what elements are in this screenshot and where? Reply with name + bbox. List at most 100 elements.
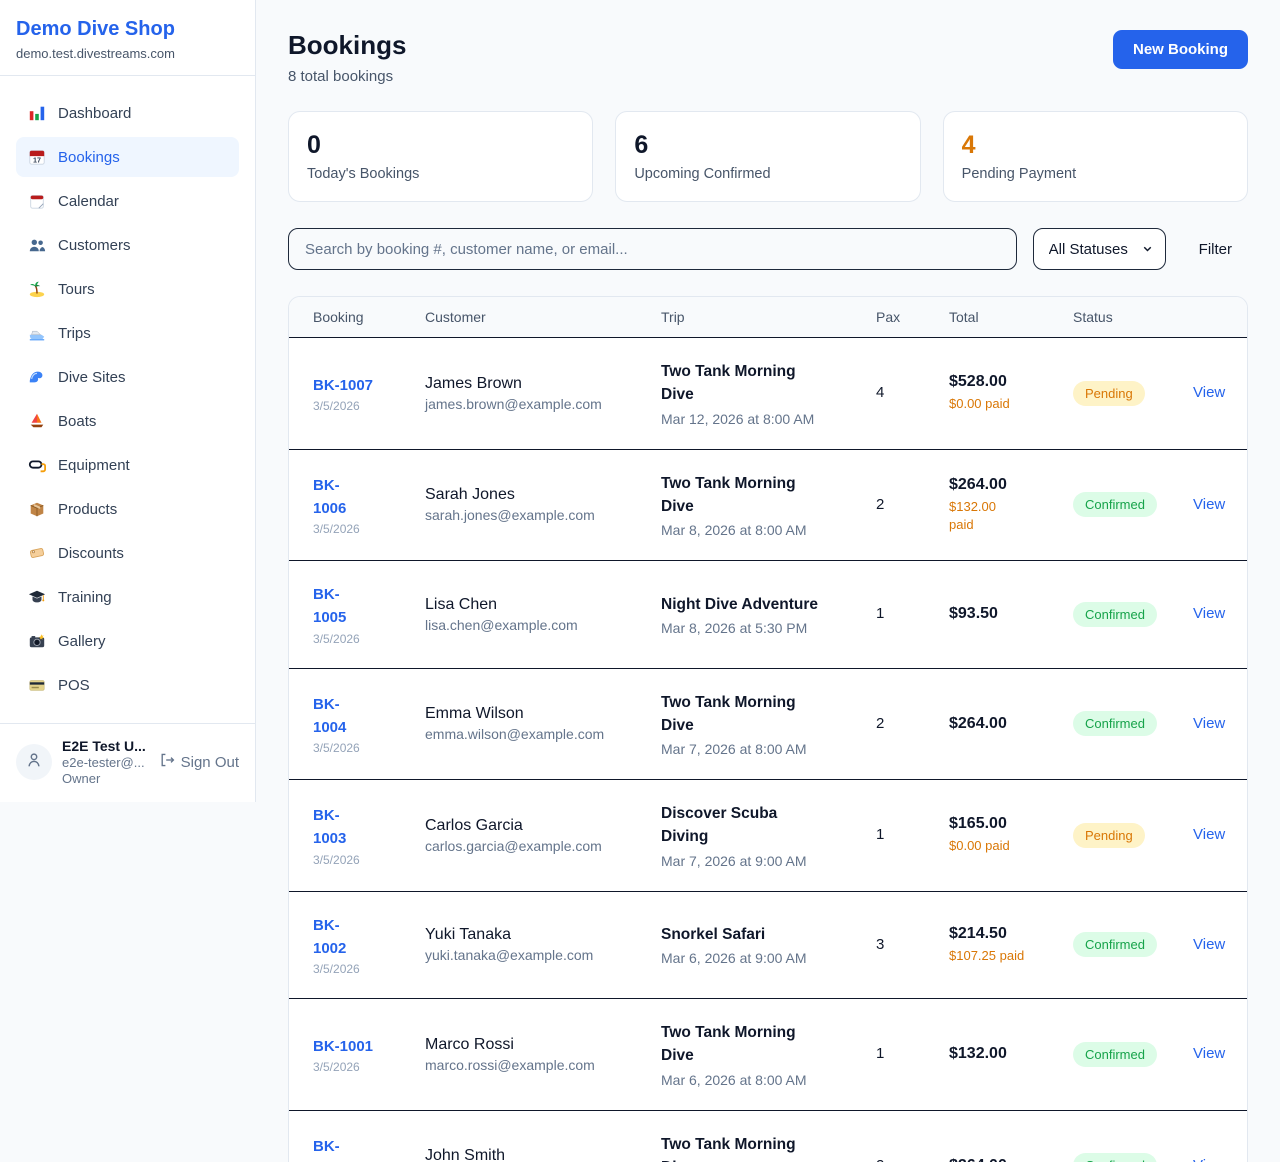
booking-number-link[interactable]: BK- 1005 [313,586,347,627]
speedboat-icon [28,324,46,342]
calendar-date-icon: 17 [28,148,46,166]
sidebar-item-calendar[interactable]: Calendar [16,181,239,221]
total-amount: $165.00 [949,815,1007,833]
trip-name: Discover Scuba Diving [661,805,778,846]
booking-number-link[interactable]: BK- 1003 [313,807,347,848]
search-input[interactable] [288,228,1017,270]
user-name: E2E Test U... [62,738,146,754]
total-amount: $132.00 [949,1045,1007,1063]
customer-email: marco.rossi@example.com [425,1056,595,1073]
col-header-customer: Customer [425,297,661,338]
booking-number-link[interactable]: BK- 1002 [313,916,347,957]
user-meta: E2E Test U... e2e-tester@... Owner [62,738,149,786]
pax-count: 4 [876,384,885,402]
booking-number-link[interactable]: BK- 1006 [313,476,347,517]
sidebar-item-dashboard[interactable]: Dashboard [16,93,239,133]
customer-name: John Smith [425,1147,506,1162]
view-link[interactable]: View [1193,605,1226,623]
page-title: Bookings [288,30,407,60]
users-icon [28,236,46,254]
customer-email: emma.wilson@example.com [425,726,605,743]
avatar [16,744,52,780]
sidebar-nav: Dashboard 17 Bookings Calendar Customers… [0,76,255,723]
view-link[interactable]: View [1193,1157,1225,1162]
trip-name: Two Tank Morning Dive [661,693,796,734]
sailboat-icon [28,412,46,430]
sidebar-item-customers[interactable]: Customers [16,225,239,265]
booking-date: 3/5/2026 [313,1059,360,1074]
view-link[interactable]: View [1193,495,1226,513]
sidebar-item-label: POS [58,676,90,694]
sidebar-item-bookings[interactable]: 17 Bookings [16,137,239,177]
trip-datetime: Mar 12, 2026 at 8:00 AM [661,410,815,427]
trip-name: Night Dive Adventure [661,595,819,613]
sidebar-item-discounts[interactable]: Discounts [16,533,239,573]
sidebar-item-equipment[interactable]: Equipment [16,445,239,485]
status-badge: Confirmed [1073,1153,1157,1162]
sidebar-item-label: Training [58,588,112,606]
sidebar-item-tours[interactable]: Tours [16,269,239,309]
sidebar-item-dive-sites[interactable]: Dive Sites [16,357,239,397]
col-header-trip: Trip [661,297,876,338]
booking-date: 3/5/2026 [313,398,360,413]
user-role: Owner [62,771,101,786]
sign-out-icon [159,752,175,772]
stat-label: Pending Payment [961,166,1077,182]
trip-name: Two Tank Morning Dive [661,1135,796,1162]
paid-amount: $132.00 paid [949,498,996,532]
camera-icon [28,632,46,650]
stat-label: Upcoming Confirmed [634,166,771,182]
stats-row: 0 Today's Bookings 6 Upcoming Confirmed … [288,111,1248,202]
view-link[interactable]: View [1193,714,1226,732]
view-link[interactable]: View [1193,826,1226,844]
sidebar-item-label: Equipment [58,456,130,474]
col-header-pax: Pax [876,297,949,338]
view-link[interactable]: View [1193,384,1226,402]
user-email: e2e-tester@... [62,755,145,770]
booking-number-link[interactable]: BK-1001 [313,1037,374,1055]
pax-count: 2 [876,1157,884,1162]
booking-date: 3/5/2026 [313,631,360,646]
booking-number-link[interactable]: BK-1007 [313,376,374,394]
customer-name: Lisa Chen [425,595,498,613]
booking-number-link[interactable]: BK- 1004 [313,695,347,736]
filter-row: All Statuses Filter [288,228,1248,270]
sidebar-item-label: Customers [58,236,131,254]
sidebar-item-products[interactable]: Products [16,489,239,529]
customer-name: Sarah Jones [425,486,515,504]
sidebar-item-label: Boats [58,412,97,430]
sidebar-footer: E2E Test U... e2e-tester@... Owner Sign … [0,723,255,802]
page-header: Bookings 8 total bookings New Booking [288,30,1248,85]
total-amount: $264.00 [949,475,1007,493]
status-badge: Pending [1073,380,1145,406]
sidebar-item-gallery[interactable]: Gallery [16,621,239,661]
stat-card: 6 Upcoming Confirmed [615,111,921,202]
booking-number-link[interactable]: BK- 1000 [313,1137,346,1162]
table-header-row: Booking Customer Trip Pax Total Status [289,297,1247,338]
customer-email: yuki.tanaka@example.com [425,947,594,964]
sidebar-item-pos[interactable]: POS [16,665,239,705]
view-link[interactable]: View [1193,935,1226,953]
trip-datetime: Mar 6, 2026 at 9:00 AM [661,950,807,967]
status-filter-select[interactable]: All Statuses [1032,228,1166,270]
credit-card-icon [28,676,46,694]
sidebar-item-trips[interactable]: Trips [16,313,239,353]
pax-count: 1 [876,826,885,844]
sidebar-item-label: Dashboard [58,104,132,122]
sidebar-item-label: Products [58,500,118,518]
table-row: BK- 1000 3/5/2026 John Smith john.smith@… [289,1110,1247,1162]
table-row: BK- 1004 3/5/2026 Emma Wilson emma.wilso… [289,668,1247,780]
calendar-pad-icon [28,192,46,210]
brand-name: Demo Dive Shop [16,18,175,40]
stat-value: 6 [634,131,649,159]
view-link[interactable]: View [1193,1045,1226,1063]
sidebar-item-boats[interactable]: Boats [16,401,239,441]
filter-button[interactable]: Filter [1198,240,1232,258]
new-booking-button[interactable]: New Booking [1112,30,1248,69]
col-header-booking: Booking [289,297,425,338]
svg-text:17: 17 [33,155,41,164]
sidebar-item-training[interactable]: Training [16,577,239,617]
pax-count: 3 [876,935,885,953]
sign-out-button[interactable]: Sign Out [159,752,239,772]
customer-email: carlos.garcia@example.com [425,837,602,854]
